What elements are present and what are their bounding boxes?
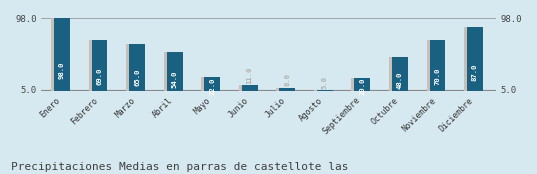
Bar (164, 52, 179, 94)
Bar (467, 27, 483, 94)
Text: Precipitaciones Medias en parras de castellote las: Precipitaciones Medias en parras de cast… (11, 162, 348, 172)
Bar (277, 88, 292, 94)
Bar (242, 85, 258, 94)
Text: 98.0: 98.0 (59, 61, 65, 78)
Bar (354, 78, 370, 94)
Text: 69.0: 69.0 (97, 67, 103, 85)
Text: 54.0: 54.0 (172, 71, 178, 88)
Bar (92, 41, 107, 94)
Text: 87.0: 87.0 (472, 64, 478, 81)
Text: 11.0: 11.0 (246, 67, 253, 84)
Bar (54, 18, 70, 94)
Bar (464, 27, 480, 94)
Text: 20.0: 20.0 (359, 78, 365, 95)
Bar (392, 57, 408, 94)
Bar (317, 90, 333, 94)
Bar (129, 44, 145, 94)
Bar (430, 40, 445, 94)
Bar (204, 77, 220, 94)
Bar (51, 18, 67, 94)
Bar (389, 57, 405, 94)
Bar (126, 44, 142, 94)
Text: 65.0: 65.0 (134, 68, 140, 86)
Text: 8.0: 8.0 (284, 73, 291, 86)
Bar (201, 77, 217, 94)
Text: 22.0: 22.0 (209, 77, 215, 95)
Text: 48.0: 48.0 (397, 72, 403, 89)
Bar (279, 88, 295, 94)
Bar (167, 52, 183, 94)
Bar (89, 41, 104, 94)
Text: 70.0: 70.0 (434, 67, 440, 85)
Bar (426, 40, 442, 94)
Bar (314, 90, 330, 94)
Text: 5.0: 5.0 (322, 76, 328, 89)
Bar (239, 85, 255, 94)
Bar (352, 78, 367, 94)
